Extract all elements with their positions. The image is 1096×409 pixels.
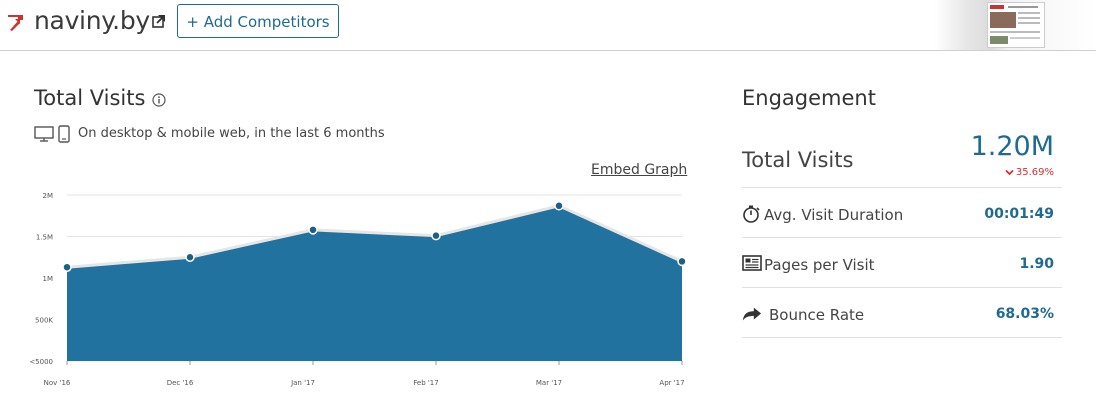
data-point	[554, 201, 564, 211]
stopwatch-icon	[743, 205, 760, 223]
site-thumbnail	[935, 0, 1096, 50]
y-tick-label: 500K	[35, 317, 53, 325]
device-note-text: On desktop & mobile web, in the last 6 m…	[78, 126, 385, 141]
embed-graph-link[interactable]: Embed Graph	[591, 162, 688, 178]
engagement-title: Engagement	[742, 86, 876, 110]
site-name: naviny.by	[34, 6, 150, 35]
data-point	[677, 256, 687, 267]
engagement-total-visits-value: 1.20M	[970, 131, 1054, 162]
metric-value: 1.90	[1019, 256, 1054, 272]
site-header: naviny.by + Add Competitors	[0, 0, 1096, 51]
metric-row-bounce-rate: Bounce Rate 68.03%	[742, 287, 1062, 338]
area-fill	[67, 205, 682, 361]
pages-icon	[742, 255, 762, 271]
site-logo-icon	[8, 15, 23, 31]
add-competitors-button[interactable]: + Add Competitors	[177, 4, 339, 38]
y-tick-label: <5000	[30, 358, 53, 366]
metric-label: Pages per Visit	[764, 256, 875, 274]
metric-row-pages-per-visit: Pages per Visit 1.90	[742, 237, 1062, 288]
down-chevron-icon	[1005, 169, 1014, 175]
metric-row-avg-visit-duration: Avg. Visit Duration 00:01:49	[742, 187, 1062, 238]
metric-label: Bounce Rate	[769, 306, 865, 324]
y-tick-label: 2M	[43, 192, 54, 200]
info-icon[interactable]	[152, 93, 166, 107]
x-tick-label: Feb '17	[413, 379, 438, 387]
metric-value: 00:01:49	[984, 206, 1054, 222]
total-visits-change: 35.69%	[960, 167, 1054, 178]
x-tick-label: Dec '16	[167, 379, 194, 387]
bounce-arrow-icon	[742, 307, 762, 321]
desktop-icon	[34, 126, 54, 142]
x-tick-label: Apr '17	[659, 379, 684, 387]
total-visits-title: Total Visits	[34, 86, 146, 110]
engagement-total-visits-label: Total Visits	[742, 148, 854, 172]
metric-label: Avg. Visit Duration	[764, 206, 904, 224]
x-tick-label: Jan '17	[290, 379, 315, 387]
y-tick-label: 1M	[43, 275, 54, 283]
data-point	[62, 262, 72, 272]
external-link-icon[interactable]	[152, 14, 166, 28]
series-line	[66, 204, 683, 269]
metric-value: 68.03%	[995, 306, 1054, 322]
total-visits-chart: 2M 1.5M 1M 500K <5000 Nov '16 Dec '16 Jan '17 Fe…	[30, 192, 687, 387]
data-point	[431, 230, 441, 241]
x-tick-label: Nov '16	[44, 379, 71, 387]
metrics-divider	[742, 337, 1062, 338]
total-visits-change-value: 35.69%	[1015, 167, 1054, 178]
mobile-icon	[58, 125, 70, 143]
y-tick-label: 1.5M	[36, 234, 53, 242]
x-tick-label: Mar '17	[536, 379, 562, 387]
data-point	[308, 225, 318, 235]
data-point	[185, 252, 195, 262]
